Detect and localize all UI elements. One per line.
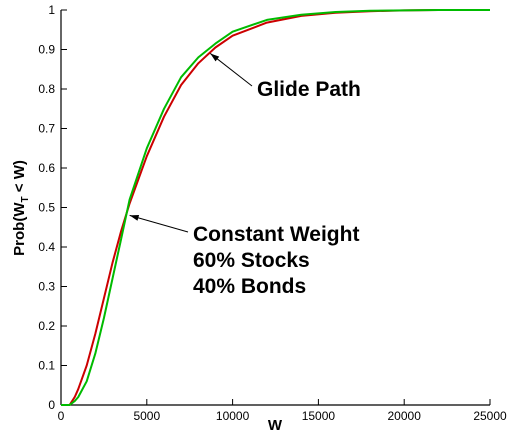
y-tick-label: 0.5 [38, 201, 55, 215]
y-tick-label: 0.2 [38, 319, 55, 333]
constant-weight-label-line-3: 40% Bonds [193, 275, 306, 298]
y-axis-title-tail: < W) [11, 160, 28, 196]
plot-frame [60, 10, 490, 406]
y-tick-label: 1 [48, 3, 55, 17]
series-line-1 [61, 9, 490, 406]
y-axis-title-main: Prob(W [11, 202, 28, 256]
x-tick-label: 15000 [302, 409, 336, 423]
x-tick-label: 0 [58, 409, 65, 423]
y-tick-label: 0.3 [38, 280, 55, 294]
y-ticks: 0 0.1 0.2 0.3 0.4 0.5 0.6 0.7 0.8 0.9 1 [38, 3, 67, 412]
annotation-layer: Glide Path Constant Weight 60% Stocks 40… [129, 53, 361, 298]
y-tick-label: 0.6 [38, 161, 55, 175]
series-layer [61, 9, 490, 406]
constant-weight-arrowhead [129, 214, 140, 221]
x-ticks: 0 5000 10000 15000 20000 25000 [58, 399, 507, 423]
constant-weight-arrow [129, 214, 189, 233]
y-tick-label: 0 [48, 398, 55, 412]
x-tick-label: 5000 [133, 409, 160, 423]
y-tick-label: 0.8 [38, 82, 55, 96]
y-axis-title: Prob(WT < W) [11, 160, 31, 256]
y-axis-title-subscript: T [20, 196, 31, 202]
constant-weight-annotation: Constant Weight 60% Stocks 40% Bonds [129, 214, 359, 298]
x-tick-label: 10000 [216, 409, 250, 423]
y-tick-label: 0.4 [38, 240, 55, 254]
y-tick-label: 0.7 [38, 122, 55, 136]
x-tick-label: 25000 [473, 409, 507, 423]
glide-path-arrowhead [210, 53, 220, 62]
y-tick-label: 0.9 [38, 43, 55, 57]
glide-path-annotation: Glide Path [209, 53, 361, 101]
x-axis-title: W [268, 417, 283, 434]
constant-weight-label-line-2: 60% Stocks [193, 249, 310, 272]
x-tick-label: 20000 [388, 409, 422, 423]
y-tick-label: 0.1 [38, 359, 55, 373]
constant-weight-label-line-1: Constant Weight [193, 223, 359, 246]
glide-path-label: Glide Path [257, 78, 361, 101]
series-line-2 [61, 9, 490, 406]
